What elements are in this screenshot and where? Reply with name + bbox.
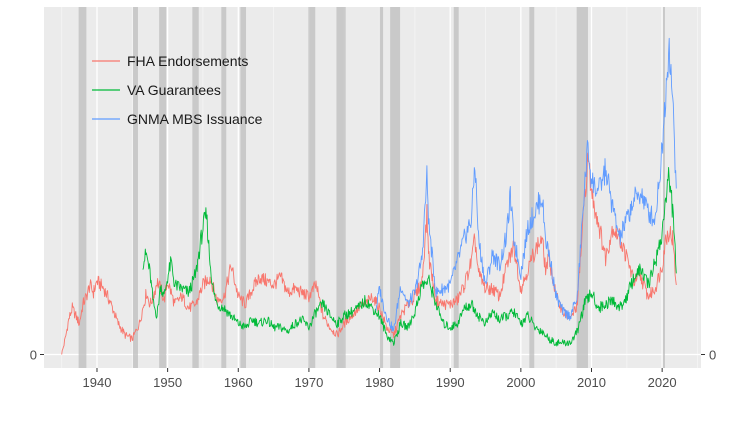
recession-band [159, 7, 167, 368]
x-tick-label: 1950 [153, 375, 182, 390]
x-tick-label: 1940 [83, 375, 112, 390]
x-tick-label: 2010 [577, 375, 606, 390]
series-line-1 [61, 152, 677, 355]
recession-band [133, 7, 138, 368]
grid-minor [61, 7, 698, 368]
recession-shading [78, 7, 665, 368]
recession-band [240, 7, 247, 368]
recession-band [576, 7, 588, 368]
recession-band [529, 7, 535, 368]
legend: FHA Endorsements VA Guarantees GNMA MBS Is… [92, 53, 263, 127]
recession-band [390, 7, 401, 368]
y-axis-left: 0 [30, 347, 44, 362]
recession-band [192, 7, 199, 368]
recession-band [221, 7, 227, 368]
x-tick-label: 1980 [365, 375, 394, 390]
legend-label-3: GNMA MBS Issuance [127, 111, 263, 127]
recession-band [379, 7, 384, 368]
legend-label-2: VA Guarantees [127, 82, 221, 98]
y-axis-right: 0 [701, 347, 716, 362]
series-line-3 [375, 37, 677, 332]
x-tick-label: 1960 [224, 375, 253, 390]
recession-band [78, 7, 87, 368]
x-tick-label: 1970 [294, 375, 323, 390]
recession-band [662, 7, 665, 368]
series-line-2 [142, 166, 677, 347]
x-axis: 1940 1950 1960 1970 1980 1990 2000 2010 2020 [83, 368, 677, 390]
y-tick-label-left: 0 [30, 347, 37, 362]
y-tick-label-right: 0 [709, 347, 716, 362]
recession-band [336, 7, 346, 368]
x-tick-label: 1990 [436, 375, 465, 390]
legend-label-1: FHA Endorsements [127, 53, 248, 69]
x-tick-label: 2000 [506, 375, 535, 390]
recession-band [453, 7, 459, 368]
recession-band [308, 7, 316, 368]
x-tick-label: 2020 [648, 375, 677, 390]
series-lines [61, 37, 677, 355]
